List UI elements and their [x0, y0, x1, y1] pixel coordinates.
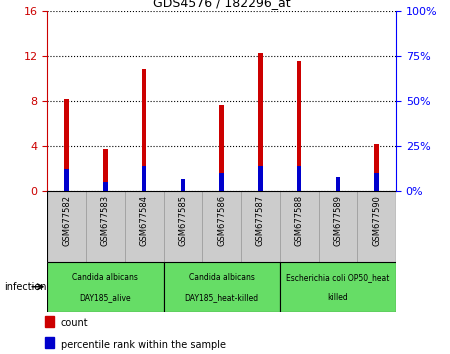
Text: GSM677589: GSM677589: [333, 195, 342, 246]
Text: percentile rank within the sample: percentile rank within the sample: [61, 339, 226, 350]
Bar: [142, 166, 146, 191]
Bar: [297, 61, 302, 191]
Text: DAY185_heat-killed: DAY185_heat-killed: [184, 293, 259, 302]
Bar: [219, 173, 224, 191]
Bar: [258, 166, 263, 191]
Bar: [180, 178, 185, 191]
Text: DAY185_alive: DAY185_alive: [80, 293, 131, 302]
Bar: [125, 191, 163, 262]
Text: GSM677590: GSM677590: [372, 195, 381, 246]
Text: GSM677584: GSM677584: [140, 195, 148, 246]
Bar: [374, 173, 379, 191]
Bar: [280, 262, 396, 312]
Bar: [64, 99, 69, 191]
Bar: [336, 188, 340, 191]
Bar: [202, 191, 241, 262]
Title: GDS4576 / 182296_at: GDS4576 / 182296_at: [153, 0, 290, 10]
Bar: [64, 170, 69, 191]
Bar: [103, 182, 108, 191]
Text: Escherichia coli OP50_heat: Escherichia coli OP50_heat: [286, 273, 390, 282]
Bar: [86, 191, 125, 262]
Bar: [219, 105, 224, 191]
Bar: [357, 191, 396, 262]
Bar: [47, 191, 86, 262]
Bar: [47, 262, 163, 312]
Bar: [336, 177, 340, 191]
Bar: [45, 316, 54, 327]
Text: GSM677587: GSM677587: [256, 195, 265, 246]
Text: count: count: [61, 318, 89, 329]
Bar: [258, 53, 263, 191]
Bar: [163, 191, 202, 262]
Text: Candida albicans: Candida albicans: [189, 273, 255, 282]
Bar: [374, 144, 379, 191]
Bar: [297, 166, 302, 191]
Bar: [319, 191, 357, 262]
Text: infection: infection: [4, 282, 47, 292]
Text: GSM677586: GSM677586: [217, 195, 226, 246]
Text: Candida albicans: Candida albicans: [72, 273, 138, 282]
Bar: [103, 149, 108, 191]
Text: GSM677582: GSM677582: [62, 195, 71, 246]
Bar: [241, 191, 280, 262]
Text: GSM677588: GSM677588: [295, 195, 304, 246]
Bar: [142, 69, 146, 191]
Bar: [163, 262, 280, 312]
Text: killed: killed: [328, 293, 348, 302]
Text: GSM677585: GSM677585: [178, 195, 187, 246]
Bar: [280, 191, 319, 262]
Text: GSM677583: GSM677583: [101, 195, 110, 246]
Bar: [45, 337, 54, 348]
Bar: [180, 188, 185, 191]
